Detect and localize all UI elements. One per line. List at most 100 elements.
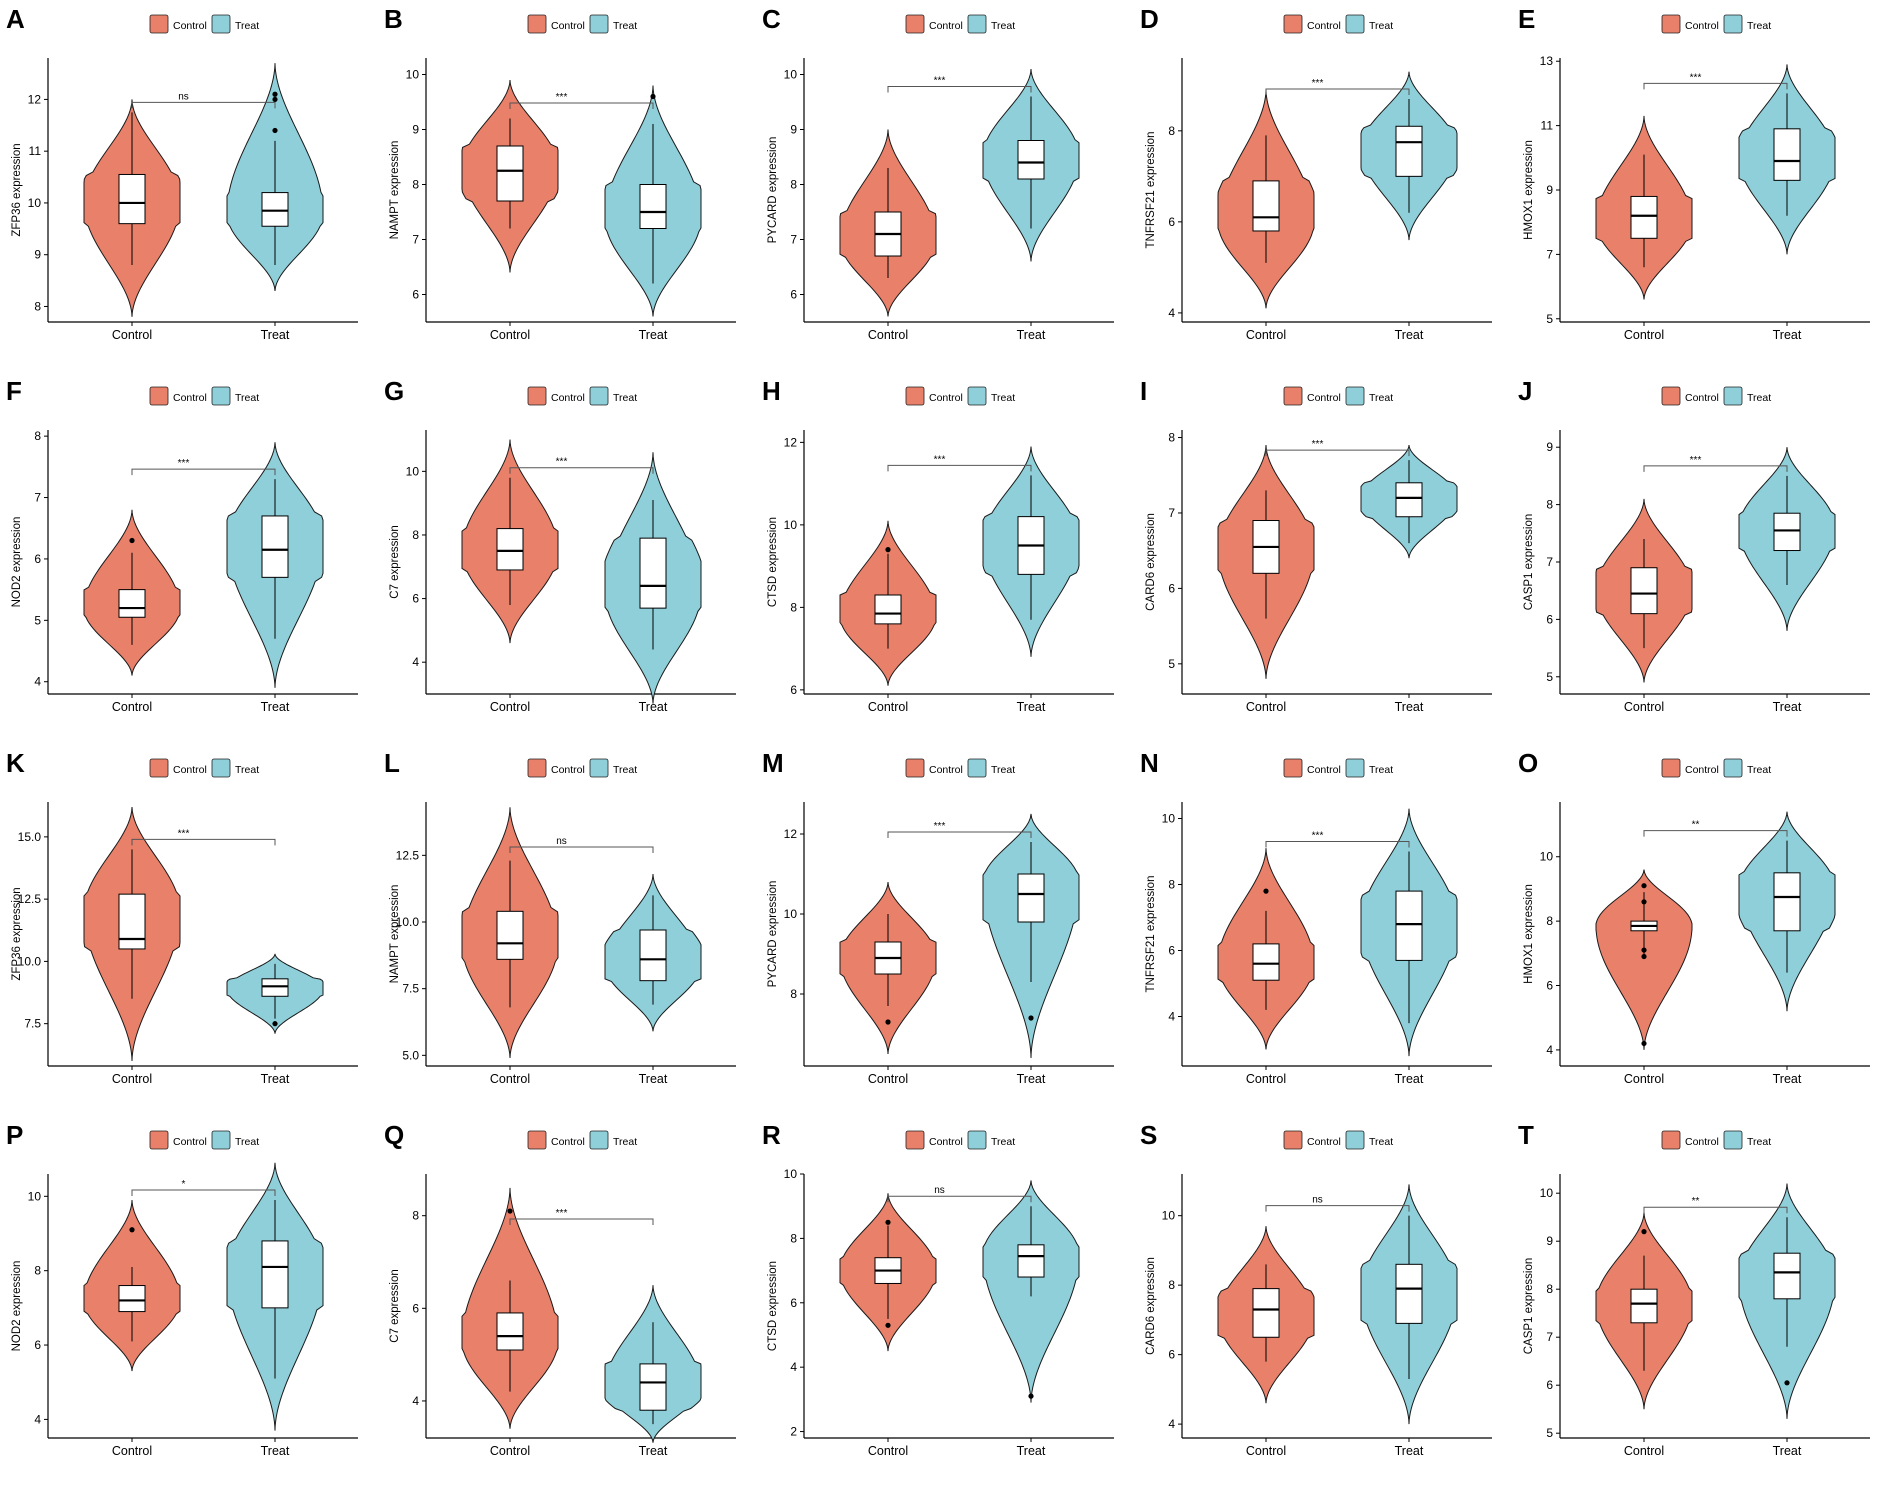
legend: Control Treat <box>149 758 259 778</box>
y-tick-label: 8 <box>790 987 797 1001</box>
x-tick-label: Treat <box>261 1072 290 1086</box>
outlier-point <box>507 1208 513 1214</box>
violin-chart: K Control Treat 7.5 10.0 12.5 15.0 ZFP36 expres… <box>6 748 358 1086</box>
panel-e: E Control Treat 5 7 9 11 13 HMOX1 expression Cont… <box>1512 0 1890 372</box>
panel-letter: Q <box>384 1120 404 1150</box>
y-tick-label: 4 <box>1168 306 1175 320</box>
y-tick-label: 11 <box>1541 119 1554 133</box>
y-tick-label: 8 <box>412 1209 419 1223</box>
box-treat <box>1395 482 1423 518</box>
y-tick-label: 8 <box>34 299 41 313</box>
legend-label-control: Control <box>551 20 585 32</box>
legend-label-treat: Treat <box>1747 20 1771 32</box>
panel-letter: A <box>6 4 25 34</box>
y-tick-label: 4 <box>34 675 41 689</box>
violin-chart: R Control Treat 2 4 6 8 10 CTSD expression Contro… <box>762 1120 1114 1458</box>
panel-b: B Control Treat 6 7 8 9 10 NAMPT expression Contr… <box>378 0 756 372</box>
y-axis-label: CASP1 expression <box>1523 1258 1535 1355</box>
box-control <box>496 528 524 571</box>
legend-swatch-control <box>527 14 547 34</box>
legend-label-control: Control <box>929 20 963 32</box>
y-tick-label: 9 <box>34 248 41 262</box>
y-tick-label: 12.5 <box>18 892 42 906</box>
legend-swatch-control <box>527 1130 547 1150</box>
outlier-point <box>1263 888 1269 894</box>
y-tick-label: 10.0 <box>396 915 420 929</box>
legend-label-treat: Treat <box>1369 392 1393 404</box>
outlier-point <box>1641 1040 1647 1047</box>
legend-swatch-control <box>1283 1130 1303 1150</box>
y-tick-label: 6 <box>412 1301 419 1315</box>
significance-label: *** <box>1690 455 1702 466</box>
y-axis-label: CARD6 expression <box>1145 513 1157 611</box>
legend-swatch-control <box>905 14 925 34</box>
legend-swatch-treat <box>1345 386 1365 406</box>
significance-label: *** <box>556 457 568 468</box>
legend: Control Treat <box>149 1130 259 1150</box>
panel-letter: L <box>384 748 400 778</box>
y-tick-label: 10 <box>784 1167 798 1181</box>
y-tick-label: 6 <box>790 288 797 302</box>
y-tick-label: 6 <box>1168 581 1175 595</box>
x-tick-label: Control <box>868 700 908 714</box>
y-axis-label: C7 expression <box>389 1269 401 1343</box>
y-axis-label: CARD6 expression <box>1145 1257 1157 1355</box>
legend-label-control: Control <box>1307 1136 1341 1148</box>
x-tick-label: Control <box>1246 328 1286 342</box>
significance-label: *** <box>934 821 946 832</box>
x-tick-label: Treat <box>1773 328 1802 342</box>
y-axis-label: PYCARD expression <box>767 881 779 988</box>
y-tick-label: 8 <box>34 429 41 443</box>
panel-letter: H <box>762 376 781 406</box>
y-tick-label: 8 <box>1168 878 1175 892</box>
box-control <box>1630 195 1658 239</box>
x-tick-label: Treat <box>1395 1072 1424 1086</box>
legend-label-control: Control <box>1685 392 1719 404</box>
y-tick-label: 4 <box>790 1360 797 1374</box>
legend-label-control: Control <box>929 764 963 776</box>
box-treat <box>1773 872 1801 932</box>
box-control <box>496 910 524 960</box>
x-tick-label: Control <box>868 328 908 342</box>
x-tick-label: Treat <box>639 700 668 714</box>
box-control <box>1252 1288 1280 1338</box>
significance-label: ** <box>1692 1196 1700 1207</box>
outlier-point <box>272 127 278 134</box>
violin-chart: L Control Treat 5.0 7.5 10.0 12.5 NAMPT express… <box>384 748 736 1086</box>
outlier-point <box>1028 1015 1034 1021</box>
y-tick-label: 7 <box>34 491 41 505</box>
violin-chart: A Control Treat 8 9 10 11 12 ZFP36 expression Con… <box>6 4 358 342</box>
violin-chart: F Control Treat 4 5 6 7 8 NOD2 expression Control… <box>6 376 358 714</box>
y-tick-label: 7 <box>412 233 419 247</box>
legend-swatch-control <box>527 386 547 406</box>
y-tick-label: 9 <box>1546 1234 1553 1248</box>
significance-bracket <box>1265 841 1410 848</box>
violin-chart: D Control Treat 4 6 8 TNFRSF21 expression Contr… <box>1140 4 1492 342</box>
y-axis-label: TNFRSF21 expression <box>1145 132 1157 249</box>
violin-chart: I Control Treat 5 6 7 8 CARD6 expression Control… <box>1140 376 1492 714</box>
y-tick-label: 6 <box>1168 215 1175 229</box>
panel-p: P Control Treat 4 6 8 10 NOD2 expression Control… <box>0 1116 378 1488</box>
box-treat <box>639 537 667 609</box>
panel-h: H Control Treat 6 8 10 12 CTSD expression Contro… <box>756 372 1134 744</box>
box-treat <box>1017 140 1045 180</box>
x-tick-label: Treat <box>1017 700 1046 714</box>
legend-swatch-control <box>149 758 169 778</box>
y-tick-label: 7.5 <box>402 982 419 996</box>
x-tick-label: Treat <box>1773 1072 1802 1086</box>
x-tick-label: Control <box>1246 700 1286 714</box>
significance-label: *** <box>1312 439 1324 450</box>
y-tick-label: 10 <box>1162 812 1176 826</box>
legend-swatch-control <box>1661 1130 1681 1150</box>
legend: Control Treat <box>527 14 637 34</box>
legend-label-control: Control <box>173 1136 207 1148</box>
legend-label-treat: Treat <box>1369 20 1393 32</box>
legend-swatch-treat <box>1723 14 1743 34</box>
legend-label-control: Control <box>929 392 963 404</box>
y-tick-label: 9 <box>1546 440 1553 454</box>
panel-letter: O <box>1518 748 1538 778</box>
legend-swatch-control <box>149 1130 169 1150</box>
y-tick-label: 6 <box>1546 1378 1553 1392</box>
x-tick-label: Treat <box>1017 1072 1046 1086</box>
y-tick-label: 10 <box>784 907 798 921</box>
